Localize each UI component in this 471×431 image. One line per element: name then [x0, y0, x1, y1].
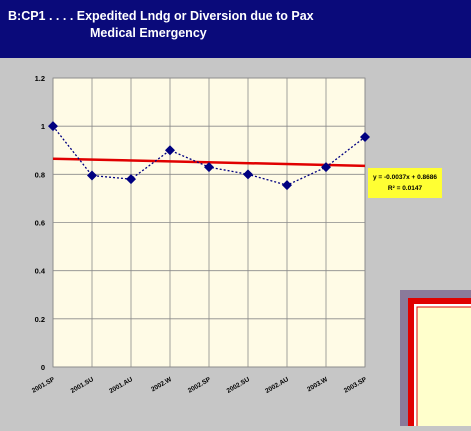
decor-panel — [416, 306, 471, 429]
y-tick-label: 1.2 — [35, 74, 45, 83]
y-tick-label: 0.2 — [35, 315, 45, 324]
y-tick-label: 1 — [41, 122, 45, 131]
marker — [321, 162, 331, 173]
marker — [87, 170, 97, 181]
trend-r2: R² = 0.0147 — [388, 185, 423, 192]
header — [0, 0, 471, 58]
trend-equation: y = -0.0037x + 0.8686 — [373, 174, 437, 181]
marker — [48, 121, 58, 132]
y-tick-label: 0.4 — [35, 267, 46, 276]
chart-subtitle: Medical Emergency — [90, 26, 207, 40]
y-tick-label: 0 — [41, 363, 45, 372]
y-tick-label: 0.8 — [35, 170, 45, 179]
trend-label-box — [368, 168, 442, 198]
marker — [165, 145, 175, 156]
chart-title: B:CP1 . . . . Expedited Lndg or Diversio… — [8, 9, 314, 23]
marker — [282, 180, 292, 191]
y-tick-label: 0.6 — [35, 219, 45, 228]
marker — [126, 174, 136, 185]
marker — [243, 169, 253, 180]
marker — [204, 162, 214, 173]
marker — [360, 132, 370, 143]
